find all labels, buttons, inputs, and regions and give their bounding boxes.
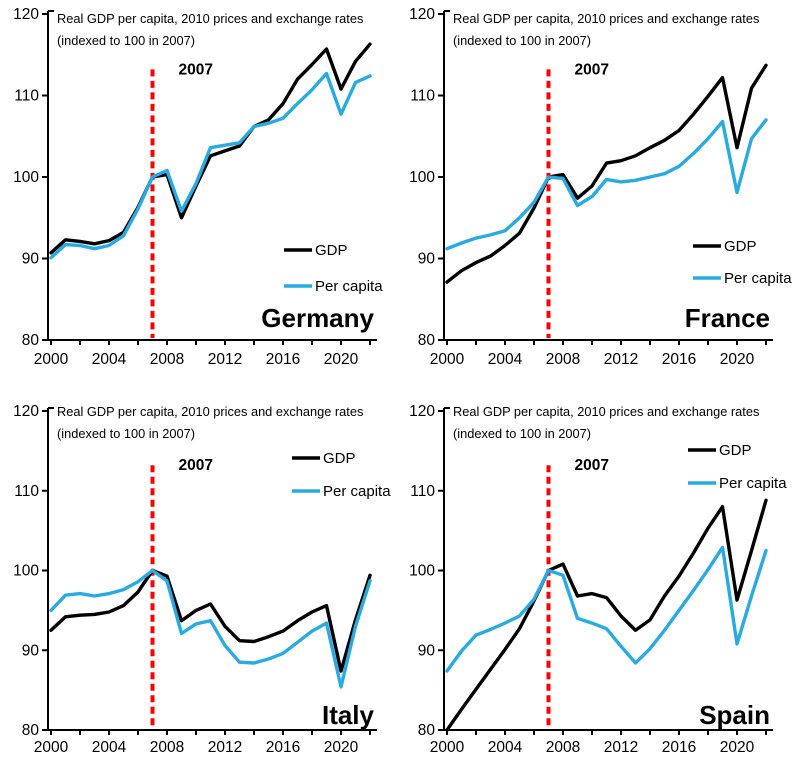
per-capita-line-spain	[445, 545, 768, 673]
marker-2007-label-spain: 2007	[575, 457, 609, 474]
country-label-italy: Italy	[322, 700, 375, 730]
x-tick-label-spain: 2004	[488, 739, 523, 756]
chart-title-line2-germany: (indexed to 100 in 2007)	[57, 33, 195, 48]
legend-label-per_capita-spain: Per capita	[719, 475, 787, 492]
y-tick-label-france: 100	[409, 169, 435, 186]
chart-france-canvas: 80 90 100 110 120 2000 2004 2008 2012 2016 2020 Rea…	[409, 6, 792, 368]
chart-title-line1-germany: Real GDP per capita, 2010 prices and exc…	[57, 11, 363, 26]
marker-2007-label-france: 2007	[575, 61, 609, 78]
x-tick-label-germany: 2012	[208, 351, 242, 368]
x-tick-label-france: 2012	[604, 351, 638, 368]
x-tick-label-italy: 2008	[150, 739, 184, 756]
x-tick-label-france: 2004	[488, 351, 523, 368]
per-capita-line-italy	[49, 568, 372, 689]
gdp-line-germany	[49, 42, 372, 255]
y-tick-label-spain: 110	[410, 483, 435, 500]
chart-spain-canvas: 80 90 100 110 120 2000 2004 2008 2012 2016 2020 Rea…	[409, 403, 787, 756]
gdp-line-italy	[49, 568, 372, 673]
x-tick-label-france: 2008	[546, 351, 580, 368]
chart-title-line2-spain: (indexed to 100 in 2007)	[453, 426, 591, 441]
gdp-line-france	[445, 63, 768, 284]
x-tick-label-spain: 2012	[604, 739, 638, 756]
x-tick-label-spain: 2020	[720, 739, 755, 756]
y-tick-label-spain: 100	[409, 563, 435, 580]
y-tick-label-germany: 90	[22, 251, 40, 268]
x-tick-label-spain: 2000	[430, 739, 465, 756]
x-tick-label-france: 2000	[430, 351, 465, 368]
chart-title-line1-italy: Real GDP per capita, 2010 prices and exc…	[57, 404, 363, 419]
chart-france: 80 90 100 110 120 2000 2004 2008 2012 2016 2020 Rea…	[396, 0, 792, 379]
country-label-germany: Germany	[261, 303, 374, 333]
x-tick-label-france: 2020	[720, 351, 755, 368]
chart-title-line2-france: (indexed to 100 in 2007)	[453, 33, 591, 48]
y-tick-label-italy: 80	[22, 722, 40, 739]
chart-title-line2-italy: (indexed to 100 in 2007)	[57, 426, 195, 441]
x-tick-label-germany: 2016	[266, 351, 300, 368]
x-tick-label-spain: 2008	[546, 739, 580, 756]
chart-italy: 80 90 100 110 120 2000 2004 2008 2012 2016 2020 Rea…	[0, 379, 396, 758]
x-tick-label-italy: 2020	[324, 739, 359, 756]
y-tick-label-italy: 120	[13, 403, 39, 420]
chart-title-line1-spain: Real GDP per capita, 2010 prices and exc…	[453, 404, 759, 419]
y-tick-label-france: 80	[418, 332, 436, 349]
y-tick-label-germany: 120	[13, 6, 39, 23]
y-tick-label-germany: 110	[14, 88, 39, 105]
per-capita-line-germany	[49, 71, 372, 260]
y-tick-label-italy: 100	[13, 563, 39, 580]
legend-label-gdp-italy: GDP	[323, 450, 356, 467]
y-tick-label-spain: 80	[418, 722, 436, 739]
x-tick-label-spain: 2016	[662, 739, 696, 756]
y-tick-label-spain: 120	[409, 403, 435, 420]
legend-label-gdp-france: GDP	[724, 238, 757, 255]
per-capita-line-france	[445, 118, 768, 251]
x-tick-label-italy: 2000	[34, 739, 69, 756]
chart-germany-canvas: 80 90 100 110 120 2000 2004 2008 2012 2016 2020 Rea…	[13, 6, 383, 368]
y-tick-label-germany: 100	[13, 169, 39, 186]
y-tick-label-italy: 110	[14, 483, 39, 500]
country-label-spain: Spain	[699, 700, 770, 730]
y-tick-label-france: 90	[418, 251, 436, 268]
y-tick-label-france: 120	[409, 6, 435, 23]
y-tick-label-italy: 90	[22, 642, 40, 659]
x-tick-label-germany: 2008	[150, 351, 184, 368]
gdp-line-spain	[445, 498, 768, 732]
legend-label-per_capita-france: Per capita	[724, 270, 792, 287]
chart-germany: 80 90 100 110 120 2000 2004 2008 2012 2016 2020 Rea…	[0, 0, 396, 379]
x-tick-label-italy: 2012	[208, 739, 242, 756]
y-tick-label-spain: 90	[418, 642, 436, 659]
chart-spain: 80 90 100 110 120 2000 2004 2008 2012 2016 2020 Rea…	[396, 379, 792, 758]
x-tick-label-france: 2016	[662, 351, 696, 368]
x-tick-label-germany: 2000	[34, 351, 69, 368]
x-tick-label-italy: 2004	[92, 739, 127, 756]
legend-label-gdp-spain: GDP	[719, 442, 752, 459]
x-tick-label-italy: 2016	[266, 739, 300, 756]
x-tick-label-germany: 2020	[324, 351, 359, 368]
legend-label-per_capita-italy: Per capita	[323, 483, 391, 500]
marker-2007-label-italy: 2007	[179, 457, 213, 474]
chart-title-line1-france: Real GDP per capita, 2010 prices and exc…	[453, 11, 759, 26]
marker-2007-label-germany: 2007	[179, 61, 213, 78]
chart-italy-canvas: 80 90 100 110 120 2000 2004 2008 2012 2016 2020 Rea…	[13, 403, 391, 756]
legend-label-gdp-germany: GDP	[315, 242, 348, 259]
y-tick-label-germany: 80	[22, 332, 40, 349]
country-label-france: France	[685, 303, 770, 333]
y-tick-label-france: 110	[410, 88, 435, 105]
legend-label-per_capita-germany: Per capita	[315, 278, 383, 295]
x-tick-label-germany: 2004	[92, 351, 127, 368]
